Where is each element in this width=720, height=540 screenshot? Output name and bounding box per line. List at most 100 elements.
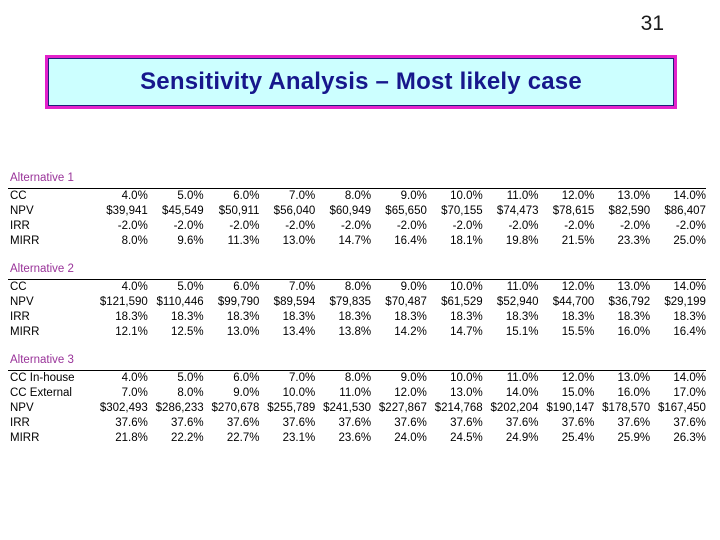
- table-cell: 14.0%: [673, 372, 706, 384]
- table-cell: $61,529: [441, 296, 483, 308]
- table-cell: -2.0%: [620, 220, 651, 232]
- slide-title: Sensitivity Analysis – Most likely case: [140, 68, 582, 95]
- table-cell: 23.6%: [338, 432, 372, 444]
- table-cell: 25.4%: [561, 432, 595, 444]
- table-cell: 10.0%: [450, 372, 483, 384]
- table-cell: 12.5%: [171, 326, 204, 338]
- table-cell: 9.0%: [400, 372, 427, 384]
- table-cell: 8.0%: [344, 190, 372, 202]
- row-label: NPV: [10, 402, 34, 414]
- table-cell: 14.7%: [450, 326, 483, 338]
- table-cell: $39,941: [106, 205, 148, 217]
- table-cell: -2.0%: [508, 220, 539, 232]
- table-row-npv: NPV $121,590 $110,446 $99,790 $89,594 $79,835…: [8, 295, 706, 310]
- table-cell: 18.3%: [338, 311, 372, 323]
- table-cell: 37.6%: [115, 417, 148, 429]
- table-cell: 15.5%: [561, 326, 595, 338]
- table-cell: 22.2%: [171, 432, 204, 444]
- table-cell: 12.0%: [561, 372, 595, 384]
- table-cell: -2.0%: [341, 220, 372, 232]
- table-cell: 37.6%: [561, 417, 595, 429]
- table-cell: 25.9%: [617, 432, 651, 444]
- table-cell: 18.3%: [226, 311, 260, 323]
- table-cell: 22.7%: [226, 432, 260, 444]
- table-cell: $36,792: [608, 296, 651, 308]
- table-cell: 24.9%: [505, 432, 539, 444]
- table-cell: 18.3%: [115, 311, 148, 323]
- table-cell: 18.3%: [617, 311, 651, 323]
- table-cell: 7.0%: [289, 372, 316, 384]
- title-box: Sensitivity Analysis – Most likely case: [45, 55, 677, 109]
- section-label: Alternative 1: [8, 170, 706, 189]
- table-cell: -2.0%: [675, 220, 706, 232]
- table-cell: 18.3%: [673, 311, 706, 323]
- row-label: IRR: [10, 220, 30, 232]
- table-cell: 15.0%: [561, 387, 595, 399]
- table-cell: 16.4%: [394, 235, 427, 247]
- table-cell: 26.3%: [673, 432, 706, 444]
- table-cell: 10.0%: [450, 190, 483, 202]
- row-label: NPV: [10, 205, 34, 217]
- table-cell: 13.0%: [617, 281, 651, 293]
- section-alternative-3: Alternative 3 CC In-house 4.0% 5.0% 6.0% 7.0%…: [8, 352, 706, 446]
- row-label: CC External: [10, 387, 72, 399]
- table-cell: 8.0%: [344, 372, 372, 384]
- table-cell: $302,493: [99, 402, 148, 414]
- table-cell: $86,407: [664, 205, 706, 217]
- table-row-cc-in-house: CC In-house 4.0% 5.0% 6.0% 7.0% 8.0% 9.0% 10.0%…: [8, 371, 706, 386]
- table-cell: 6.0%: [233, 281, 260, 293]
- table-cell: 11.0%: [506, 372, 539, 384]
- slide-number: 31: [640, 12, 664, 35]
- table-cell: $70,155: [441, 205, 483, 217]
- table-cell: 13.4%: [282, 326, 316, 338]
- table-cell: 37.6%: [505, 417, 539, 429]
- row-label: CC: [10, 281, 27, 293]
- table-cell: 12.1%: [115, 326, 148, 338]
- table-cell: 7.0%: [289, 190, 316, 202]
- table-cell: 6.0%: [233, 372, 260, 384]
- table-cell: $82,590: [608, 205, 651, 217]
- table-cell: 13.8%: [338, 326, 372, 338]
- table-cell: $202,204: [490, 402, 539, 414]
- table-cell: 9.6%: [177, 235, 204, 247]
- table-cell: 13.0%: [282, 235, 316, 247]
- table-row-mirr: MIRR 8.0% 9.6% 11.3% 13.0% 14.7% 16.4% 18.1% 19.…: [8, 234, 706, 249]
- table-cell: 18.3%: [282, 311, 316, 323]
- table-cell: 8.0%: [344, 281, 372, 293]
- table-cell: $45,549: [162, 205, 204, 217]
- table-cell: -2.0%: [117, 220, 148, 232]
- table-cell: 13.0%: [617, 190, 651, 202]
- table-row-cc-external: CC External 7.0% 8.0% 9.0% 10.0% 11.0% 12.0% 13…: [8, 386, 706, 401]
- table-cell: 18.3%: [450, 311, 483, 323]
- table-cell: -2.0%: [564, 220, 595, 232]
- table-cell: 5.0%: [177, 281, 204, 293]
- row-label: MIRR: [10, 432, 40, 444]
- table-cell: 23.1%: [282, 432, 316, 444]
- table-cell: 16.0%: [617, 326, 651, 338]
- table-cell: 7.0%: [121, 387, 148, 399]
- table-cell: 13.0%: [617, 372, 651, 384]
- table-cell: 14.7%: [338, 235, 372, 247]
- table-cell: $74,473: [496, 205, 539, 217]
- table-cell: 10.0%: [450, 281, 483, 293]
- table-cell: $121,590: [99, 296, 148, 308]
- row-label: NPV: [10, 296, 34, 308]
- table-cell: $110,446: [156, 296, 204, 308]
- section-alternative-1: Alternative 1 CC 4.0% 5.0% 6.0% 7.0% 8.0% 9.0% 1…: [8, 170, 706, 249]
- table-cell: -2.0%: [285, 220, 316, 232]
- table-cell: 18.3%: [505, 311, 539, 323]
- table-row-cc: CC 4.0% 5.0% 6.0% 7.0% 8.0% 9.0% 10.0% 11.0% 12.0…: [8, 189, 706, 204]
- row-label: IRR: [10, 417, 30, 429]
- table-cell: -2.0%: [396, 220, 427, 232]
- table-cell: 18.3%: [171, 311, 204, 323]
- table-cell: 18.3%: [561, 311, 595, 323]
- table-cell: 10.0%: [282, 387, 316, 399]
- section-label: Alternative 3: [8, 352, 706, 371]
- table-cell: 12.0%: [394, 387, 427, 399]
- table-cell: 16.4%: [673, 326, 706, 338]
- table-cell: 4.0%: [121, 190, 148, 202]
- table-cell: 37.6%: [617, 417, 651, 429]
- table-cell: 4.0%: [121, 372, 148, 384]
- table-cell: 21.5%: [561, 235, 595, 247]
- table-cell: 37.6%: [282, 417, 316, 429]
